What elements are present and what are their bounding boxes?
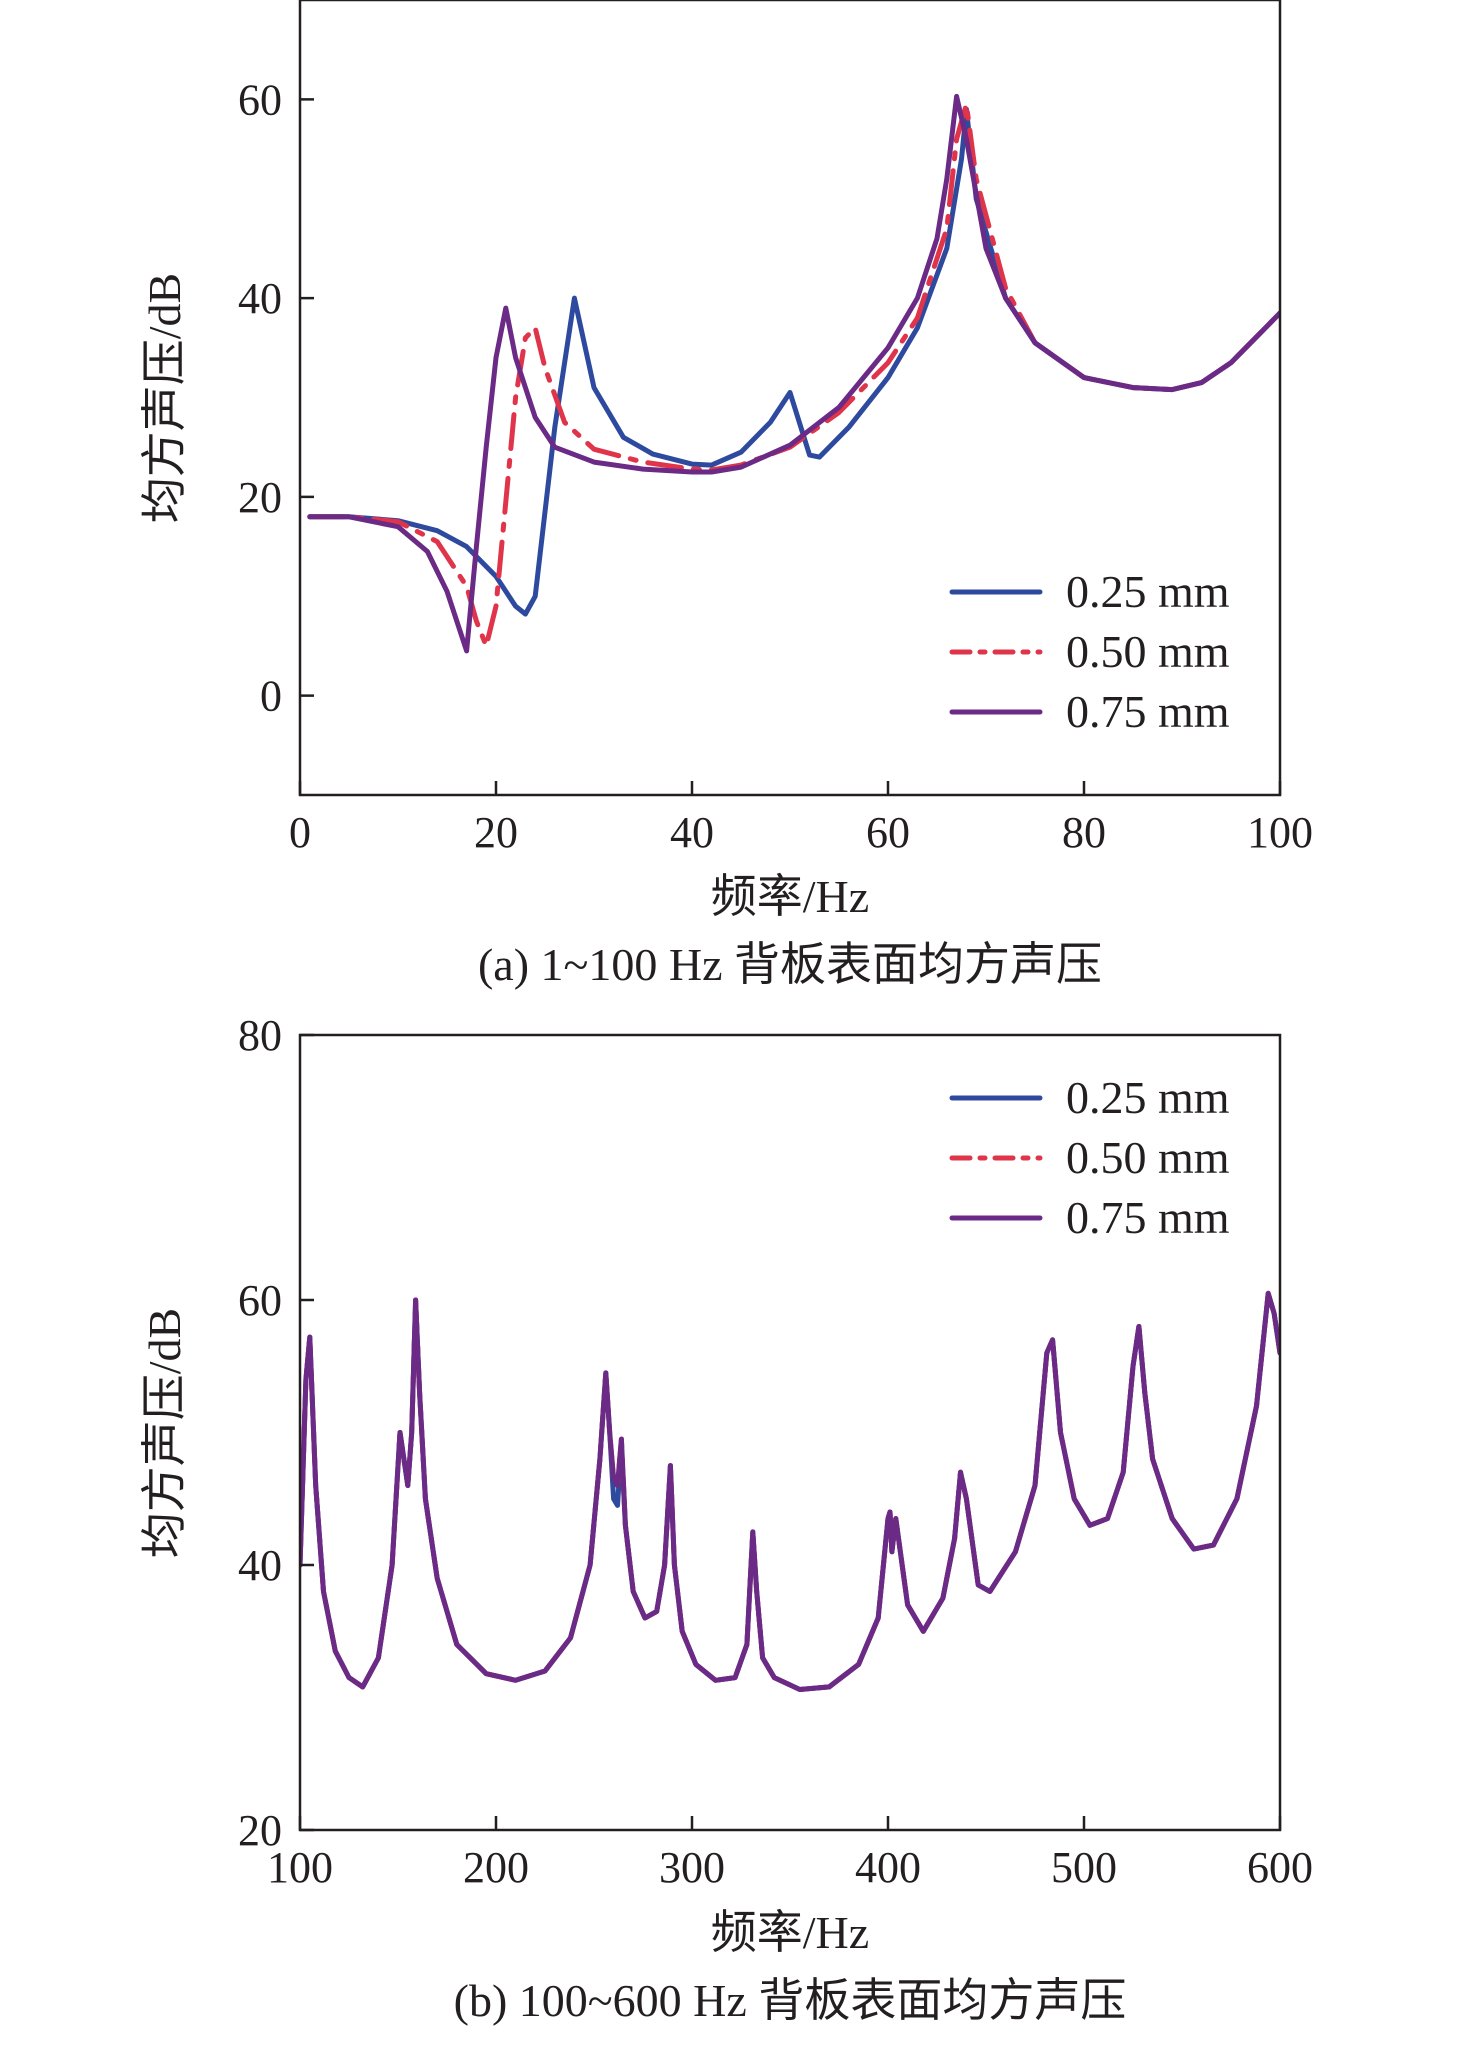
chart-b: 100 200 300 400 500 600 20 40 60 80 频率/Hz 均方声压/dB (b… <box>139 1011 1313 2026</box>
legend-label-0: 0.25 mm <box>1066 566 1230 617</box>
legend: 0.25 mm 0.50 mm 0.75 mm <box>949 566 1230 737</box>
chart-a: 0 20 40 60 80 100 0 20 40 60 频率/Hz 均方声压/dB (a) 1~100… <box>139 0 1313 990</box>
legend-label-1: 0.50 mm <box>1066 626 1230 677</box>
plot-frame <box>298 0 1282 797</box>
x-tick-label: 500 <box>1051 1843 1117 1892</box>
legend-label-2: 0.75 mm <box>1066 1192 1230 1243</box>
x-tick-label: 400 <box>855 1843 921 1892</box>
x-tick-label: 600 <box>1247 1843 1313 1892</box>
legend: 0.25 mm 0.50 mm 0.75 mm <box>949 1072 1230 1243</box>
y-tick-label: 40 <box>238 274 282 323</box>
y-tick-label: 80 <box>238 1011 282 1060</box>
series-line-2 <box>307 93 1280 654</box>
x-tick-label: 200 <box>463 1843 529 1892</box>
x-tick-label: 20 <box>474 808 518 857</box>
legend-label-1: 0.50 mm <box>1066 1132 1230 1183</box>
y-tick-label: 60 <box>238 1276 282 1325</box>
x-axis-label: 频率/Hz <box>711 1907 869 1958</box>
x-tick-label: 60 <box>866 808 910 857</box>
y-tick-label: 20 <box>238 1806 282 1855</box>
legend-label-0: 0.25 mm <box>1066 1072 1230 1123</box>
x-tick-label: 0 <box>289 808 311 857</box>
figure-caption: (b) 100~600 Hz 背板表面均方声压 <box>454 1975 1127 2026</box>
x-tick-label: 40 <box>670 808 714 857</box>
x-tick-label: 100 <box>1247 808 1313 857</box>
series-line-1 <box>307 101 1280 649</box>
y-axis-label: 均方声压/dB <box>139 1308 190 1558</box>
y-tick-label: 20 <box>238 473 282 522</box>
series-line-2 <box>300 1290 1280 1692</box>
plot-frame <box>298 1033 1282 1832</box>
series-group <box>307 93 1280 654</box>
x-axis-label: 频率/Hz <box>711 871 869 922</box>
series-group <box>300 1290 1280 1692</box>
series-line-0 <box>307 106 1280 617</box>
y-tick-label: 60 <box>238 75 282 124</box>
legend-label-2: 0.75 mm <box>1066 686 1230 737</box>
figure-caption: (a) 1~100 Hz 背板表面均方声压 <box>478 939 1102 990</box>
x-tick-label: 300 <box>659 1843 725 1892</box>
y-tick-label: 40 <box>238 1541 282 1590</box>
y-tick-label: 0 <box>260 672 282 721</box>
x-tick-label: 80 <box>1062 808 1106 857</box>
y-axis-label: 均方声压/dB <box>139 273 190 523</box>
x-tick-label: 100 <box>267 1843 333 1892</box>
